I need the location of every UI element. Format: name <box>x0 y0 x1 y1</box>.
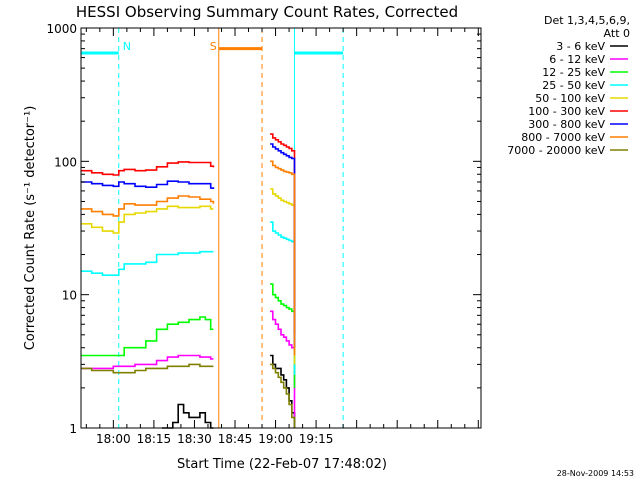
x-tick-label: 19:00 <box>258 432 293 446</box>
flag-s-label: S <box>210 40 217 53</box>
legend-label: 800 - 7000 keV <box>521 131 605 144</box>
plot-frame <box>80 27 482 429</box>
series-line-50-100 <box>80 205 214 234</box>
y-tick-label: 1 <box>69 422 77 436</box>
axes-layer: 1 10 100 1000 18:00 18:15 18:30 18:45 19:00 19:15 <box>46 22 482 446</box>
legend-label: 50 - 100 keV <box>535 92 605 105</box>
series-line-800-7000 <box>270 160 296 356</box>
series-layer <box>80 133 296 429</box>
y-tick-label: 100 <box>54 155 77 169</box>
x-tick-label: 18:30 <box>177 432 212 446</box>
flag-n-label: N <box>123 40 131 53</box>
series-line-25-50 <box>80 250 214 276</box>
y-tick-label: 10 <box>62 289 77 303</box>
legend-label: 100 - 300 keV <box>528 105 605 118</box>
series-line-300-800 <box>270 143 296 348</box>
legend-label: 3 - 6 keV <box>556 40 605 53</box>
series-line-300-800 <box>80 180 215 189</box>
legend-label: 25 - 50 keV <box>542 79 605 92</box>
series-line-3-6 <box>162 403 214 429</box>
series-line-25-50 <box>270 221 296 375</box>
series-line-6-12 <box>270 310 296 418</box>
plot-date-footer: 28-Nov-2009 14:53 <box>557 469 634 478</box>
series-line-6-12 <box>80 354 214 370</box>
chart-title: HESSI Observing Summary Count Rates, Cor… <box>76 3 458 21</box>
series-line-100-300 <box>270 133 296 335</box>
series-line-800-7000 <box>80 195 215 217</box>
x-axis-label: Start Time (22-Feb-07 17:48:02) <box>177 457 387 472</box>
y-axis-label: Corrected Count Rate (s⁻¹ detector⁻¹) <box>23 106 38 351</box>
series-line-12-25 <box>80 316 214 357</box>
y-tick-label: 1000 <box>46 22 77 36</box>
legend-title: Det 1,3,4,5,6,9, <box>544 14 630 27</box>
legend-label: 6 - 12 keV <box>549 53 605 66</box>
x-tick-label: 18:00 <box>96 432 131 446</box>
legend-title: Att 0 <box>604 27 630 40</box>
series-line-12-25 <box>270 283 296 388</box>
series-line-100-300 <box>80 161 215 176</box>
series-line-7000-20000 <box>80 363 214 374</box>
legend-label: 12 - 25 keV <box>542 66 605 79</box>
legend-label: 7000 - 20000 keV <box>507 144 605 157</box>
legend-label: 300 - 800 keV <box>528 118 605 131</box>
series-line-3-6 <box>270 354 296 428</box>
x-tick-label: 19:15 <box>299 432 334 446</box>
x-tick-label: 18:45 <box>218 432 253 446</box>
x-tick-label: 18:15 <box>137 432 172 446</box>
series-line-50-100 <box>270 188 296 365</box>
series-line-7000-20000 <box>270 363 296 428</box>
